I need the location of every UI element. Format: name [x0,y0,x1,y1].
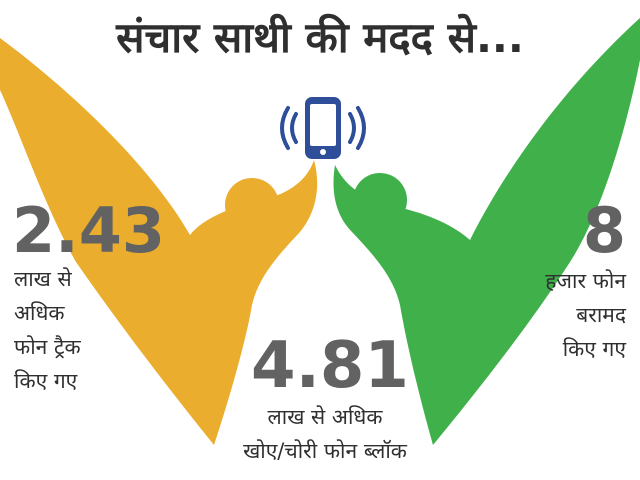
right-stat-number: 8 [582,194,626,267]
caption-line: किए गए [562,337,626,361]
left-stat-number: 2.43 [12,194,165,267]
mobile-phone-icon [305,97,341,159]
orange-figure [0,38,318,445]
page-title: संचार साथी की मदद से... [116,13,524,62]
left-stat-caption: लाख से अधिक फोन ट्रैक किए गए [14,262,81,398]
right-stat-caption: हजार फोन बरामद किए गए [545,264,626,366]
center-stat-number: 4.81 [251,329,409,403]
caption-line: बरामद [576,303,626,327]
orange-figure-head [225,178,279,232]
caption-line: हजार फोन [545,269,626,293]
signal-wave-icon [280,106,366,150]
caption-line: अधिक [14,301,65,325]
green-figure [333,18,640,445]
caption-line: किए गए [14,369,78,393]
caption-line: लाख से [14,267,72,291]
green-figure-head [353,173,407,227]
orange-figure-body [0,38,318,445]
caption-line: फोन ट्रैक [14,335,81,359]
green-figure-body [333,18,640,445]
center-stat-caption: लाख से अधिक खोए/चोरी फोन ब्लॉक [170,400,480,468]
caption-line: लाख से अधिक [267,405,383,429]
caption-line: खोए/चोरी फोन ब्लॉक [243,439,407,463]
